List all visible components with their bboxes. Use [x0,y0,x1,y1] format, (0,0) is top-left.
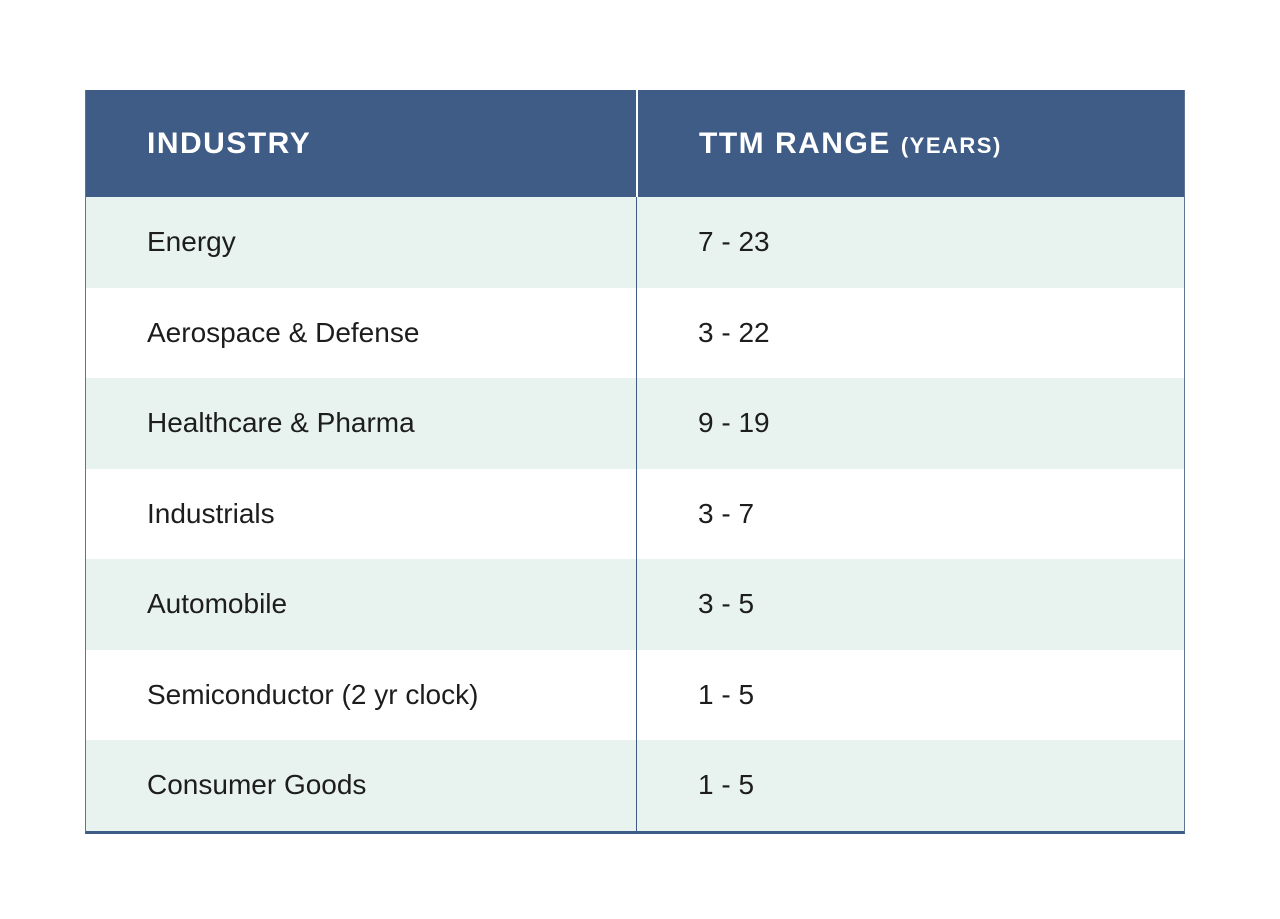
ttm-range-cell: 3 - 5 [698,588,755,620]
ttm-range-header-cell: TTM RANGE (YEARS) [636,90,1184,197]
table-row: Healthcare & Pharma 9 - 19 [86,378,1184,469]
table-row: Industrials 3 - 7 [86,468,1184,559]
ttm-range-table: INDUSTRY TTM RANGE (YEARS) Energy 7 - 23… [85,90,1185,834]
table-row: Semiconductor (2 yr clock) 1 - 5 [86,649,1184,740]
industry-cell: Energy [147,226,236,258]
industry-cell: Semiconductor (2 yr clock) [147,678,479,710]
industry-cell: Industrials [147,497,275,529]
table-header-row: INDUSTRY TTM RANGE (YEARS) [86,90,1184,197]
industry-cell: Automobile [147,588,288,620]
ttm-range-header-label: TTM RANGE [699,126,891,160]
table-row: Automobile 3 - 5 [86,559,1184,650]
ttm-range-cell: 1 - 5 [698,769,755,801]
table-row: Aerospace & Defense 3 - 22 [86,287,1184,378]
industry-header-cell: INDUSTRY [86,90,636,197]
ttm-range-cell: 3 - 7 [698,497,755,529]
industry-cell: Aerospace & Defense [147,316,420,348]
industry-cell: Healthcare & Pharma [147,407,415,439]
table-row: Energy 7 - 23 [86,197,1184,288]
ttm-range-cell: 1 - 5 [698,678,755,710]
industry-cell: Consumer Goods [147,769,367,801]
ttm-range-cell: 7 - 23 [698,226,770,258]
table-row: Consumer Goods 1 - 5 [86,740,1184,831]
ttm-range-header-sublabel: (YEARS) [900,132,1002,158]
ttm-range-cell: 3 - 22 [698,316,770,348]
ttm-range-cell: 9 - 19 [698,407,770,439]
industry-header-label: INDUSTRY [147,126,312,160]
